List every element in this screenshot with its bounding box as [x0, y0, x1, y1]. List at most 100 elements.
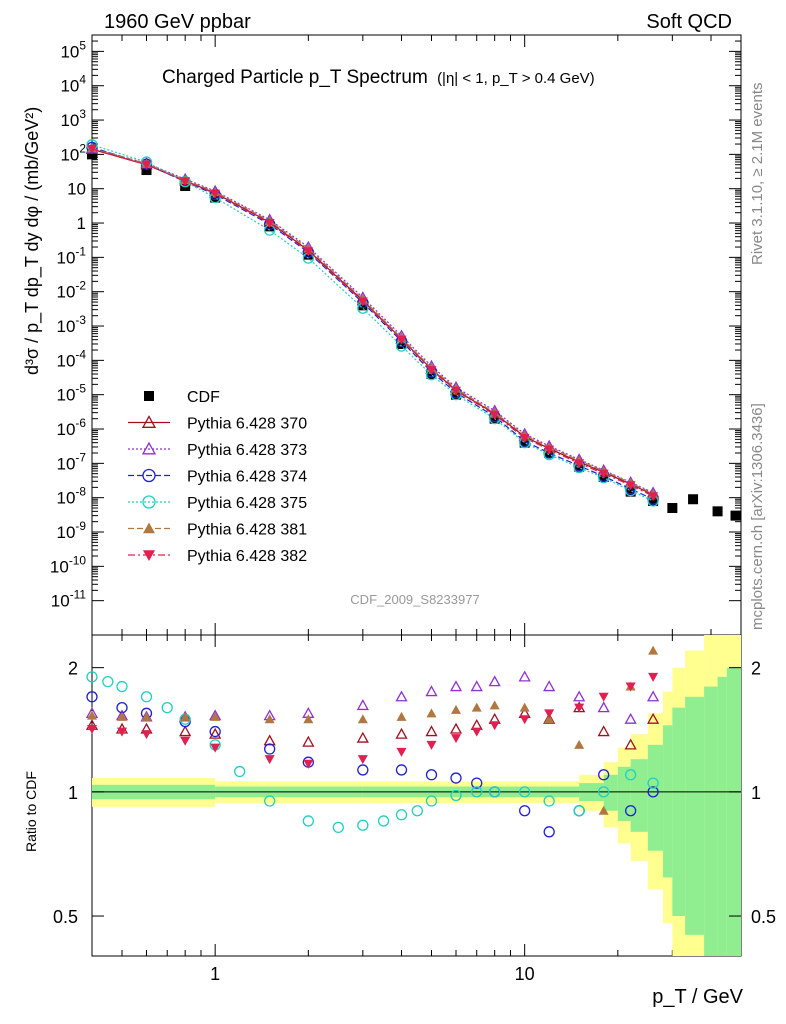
ratio-series-5 [87, 672, 659, 769]
ratio-data-point [488, 675, 501, 687]
y-tick-label: 102 [60, 141, 86, 164]
ratio-series-2 [86, 691, 659, 838]
y-tick-label: 1 [77, 214, 86, 233]
ratio-data-point [544, 709, 555, 719]
ratio-series-4 [87, 645, 659, 815]
ratio-data-point [519, 715, 530, 725]
ratio-data-point [544, 714, 555, 724]
main-title-text: Charged Particle p_T Spectrum [162, 67, 428, 88]
ratio-data-point [357, 819, 369, 831]
ratio-data-point [264, 755, 275, 765]
main-data-point [688, 494, 699, 505]
ratio-data-point [396, 711, 407, 721]
main-series-line [91, 147, 654, 495]
legend-entry: Pythia 6.428 381 [128, 522, 307, 539]
main-series-6 [87, 144, 659, 502]
main-data-point [396, 335, 407, 345]
ratio-data-point [648, 645, 659, 655]
ratio-data-point [624, 769, 637, 781]
ratio-data-point [116, 727, 127, 737]
legend-entry: Pythia 6.428 370 [128, 415, 307, 433]
ratio-data-point [357, 755, 368, 765]
y-tick-label: 10-3 [57, 313, 87, 336]
legend-entry: Pythia 6.428 375 [128, 495, 307, 512]
main-plot-frame [91, 34, 742, 636]
ratio-y-tick-label-right: 1 [751, 783, 761, 803]
legend-label: Pythia 6.428 382 [187, 548, 307, 565]
ratio-data-point [647, 786, 659, 798]
legend: CDF Pythia 6.428 370 Pythia 6.428 373 Pythi… [128, 389, 307, 565]
legend-label: Pythia 6.428 373 [187, 442, 307, 459]
uncertainty-band-segment [663, 725, 673, 878]
ratio-data-point [624, 712, 637, 724]
ratio-data-point [471, 727, 482, 737]
ratio-data-point [332, 821, 344, 834]
ratio-data-point [180, 711, 191, 721]
ratio-data-point [116, 680, 128, 693]
ratio-data-point [519, 805, 531, 817]
uncertainty-band-segment [704, 686, 718, 956]
ratio-data-point [140, 691, 153, 703]
main-data-point [303, 247, 314, 257]
ratio-data-point [451, 704, 462, 714]
main-series-line [91, 146, 654, 500]
side-label-bottom: mcplots.cern.ch [arXiv:1306.3436] [749, 403, 766, 630]
ratio-data-point [357, 714, 368, 724]
y-axis-label: d³σ / p_T dp_T dy dφ / (mb/GeV²) [22, 107, 43, 375]
main-data-point [519, 433, 530, 443]
ratio-data-point [209, 725, 221, 738]
ratio-data-point [450, 789, 462, 802]
legend-marker [143, 522, 155, 534]
main-data-point [87, 149, 97, 160]
main-data-point [730, 510, 741, 521]
main-data-point [210, 189, 221, 199]
ratio-data-point [573, 805, 585, 817]
ratio-data-point [425, 685, 438, 697]
ratio-data-point [489, 700, 500, 710]
ratio-data-point [264, 795, 276, 807]
main-data-point [625, 486, 636, 497]
legend-marker [141, 415, 157, 428]
ratio-data-point [470, 680, 483, 692]
ratio-data-point [102, 675, 114, 688]
ratio-data-point [471, 786, 483, 798]
main-data-point [264, 219, 275, 229]
ratio-data-point [210, 711, 221, 721]
ratio-data-point [395, 690, 408, 702]
ratio-y-tick-label: 0.5 [53, 907, 78, 927]
ratio-data-point [396, 747, 407, 757]
y-tick-label: 10-1 [57, 244, 87, 267]
legend-label: Pythia 6.428 381 [187, 522, 307, 539]
main-series-line [91, 144, 654, 502]
ratio-data-point [646, 690, 660, 702]
ratio-data-point [180, 736, 191, 746]
ratio-data-point [86, 671, 98, 683]
ratio-data-point [210, 743, 221, 753]
ratio-data-point [302, 815, 314, 827]
main-series-line [91, 148, 654, 496]
legend-entry: Pythia 6.428 374 [128, 469, 307, 486]
main-series-1 [85, 143, 660, 500]
legend-marker [142, 468, 156, 483]
ratio-data-point [449, 722, 463, 734]
ratio-series-1 [85, 670, 660, 724]
main-data-point [426, 366, 437, 376]
ratio-data-point [411, 805, 423, 817]
legend-entry: Pythia 6.428 373 [128, 441, 307, 459]
y-tick-label: 10-11 [51, 588, 87, 611]
main-data-point [598, 469, 609, 479]
ratio-data-point [624, 805, 637, 817]
legend-entry: CDF [144, 389, 220, 406]
y-tick-label: 10-5 [57, 382, 87, 405]
ratio-data-point [598, 805, 609, 815]
ratio-data-point [489, 721, 500, 731]
ratio-data-point [264, 714, 275, 724]
x-tick-label: 1 [210, 964, 220, 984]
main-series-2 [85, 141, 660, 498]
ratio-data-point [263, 734, 276, 746]
main-data-point [625, 481, 636, 491]
ratio-data-point [597, 701, 610, 713]
y-tick-label: 104 [60, 73, 86, 96]
y-tick-label: 10-4 [57, 347, 87, 370]
